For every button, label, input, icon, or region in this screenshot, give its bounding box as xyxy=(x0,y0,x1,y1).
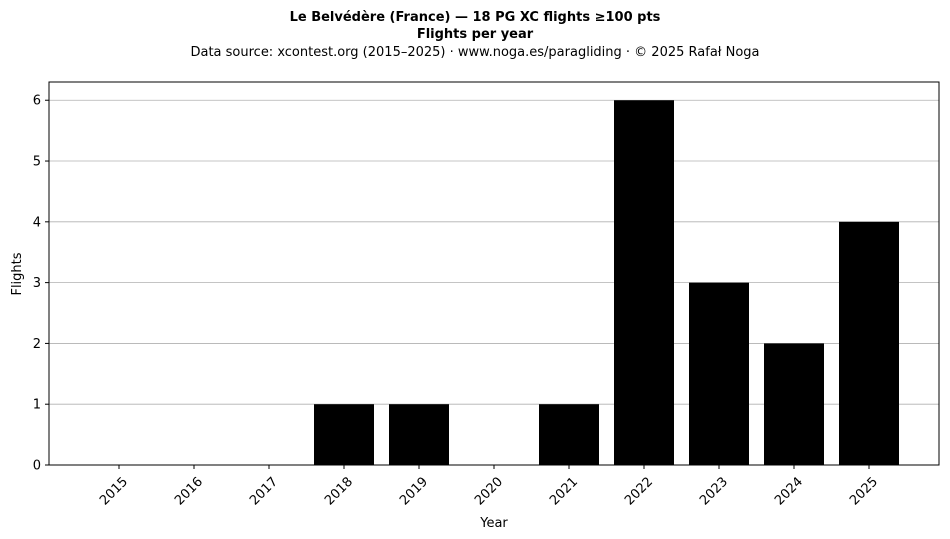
bar-2023 xyxy=(689,282,749,465)
x-tick-label: 2023 xyxy=(697,474,731,508)
bar-2018 xyxy=(314,404,374,465)
chart-title-line2: Flights per year xyxy=(417,27,534,42)
x-tick-label: 2024 xyxy=(772,474,806,508)
y-axis-label: Flights xyxy=(10,252,25,295)
y-tick-label: 4 xyxy=(33,215,41,230)
y-tick-label: 3 xyxy=(33,276,41,291)
y-tick-label: 5 xyxy=(33,155,41,170)
grid-lines xyxy=(49,99,939,466)
x-tick-label: 2015 xyxy=(97,474,131,508)
x-tick-label: 2025 xyxy=(847,474,881,508)
bar-2021 xyxy=(539,404,599,465)
bars xyxy=(314,100,899,465)
bar-2022 xyxy=(614,100,674,465)
y-tick-label: 0 xyxy=(33,459,41,474)
bar-2024 xyxy=(764,343,824,465)
x-axis-ticks: 2015 2016 2017 2018 2019 2020 2021 2022 2023 2024… xyxy=(97,465,881,508)
x-tick-label: 2017 xyxy=(247,474,281,508)
x-tick-label: 2020 xyxy=(472,474,506,508)
chart-subtitle: Data source: xcontest.org (2015–2025) · … xyxy=(190,45,759,60)
x-tick-label: 2022 xyxy=(622,474,656,508)
bar-2025 xyxy=(839,221,899,465)
y-axis-ticks: 0 1 2 3 4 5 6 xyxy=(33,94,49,474)
y-tick-label: 2 xyxy=(33,337,41,352)
x-axis-label: Year xyxy=(479,516,508,531)
chart-title: Le Belvédère (France) — 18 PG XC flights… xyxy=(290,10,661,25)
y-tick-label: 6 xyxy=(33,94,41,109)
x-tick-label: 2019 xyxy=(397,474,431,508)
x-tick-label: 2016 xyxy=(172,474,206,508)
bar-2019 xyxy=(389,404,449,465)
y-tick-label: 1 xyxy=(33,398,41,413)
x-tick-label: 2018 xyxy=(322,474,356,508)
x-tick-label: 2021 xyxy=(547,474,581,508)
